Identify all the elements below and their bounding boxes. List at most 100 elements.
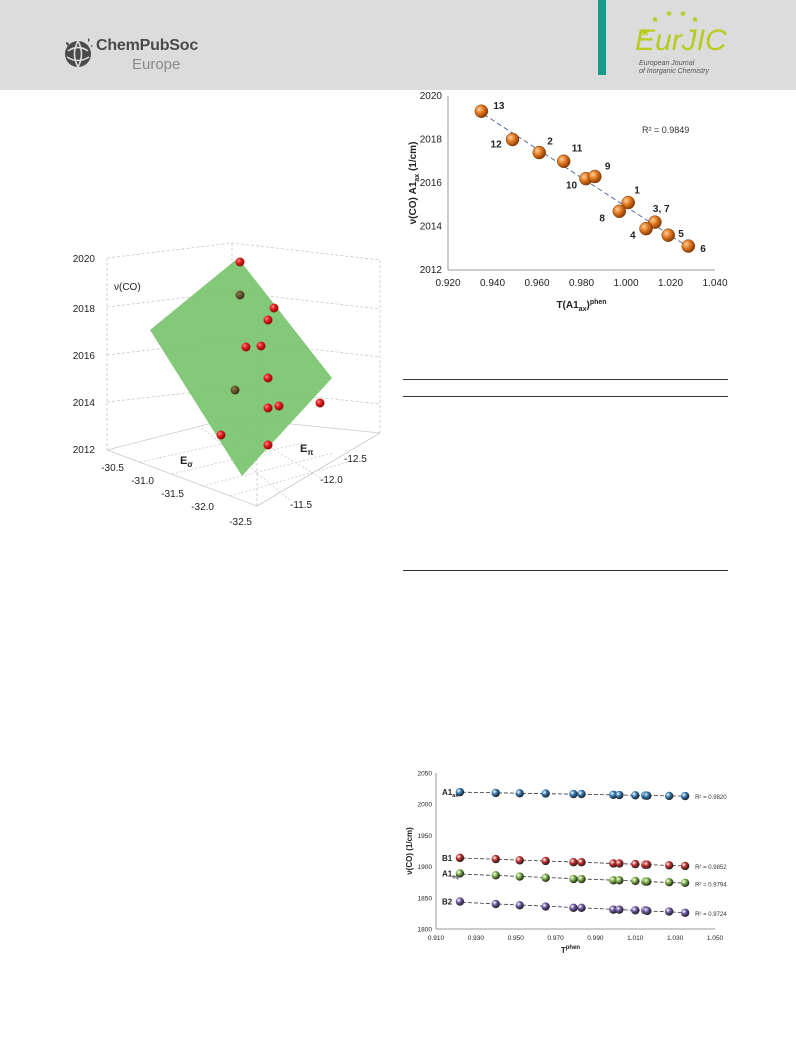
point-label: 9	[605, 161, 611, 172]
data-point	[609, 905, 618, 914]
data-point	[615, 790, 624, 800]
data-point	[256, 341, 266, 351]
y-axis-label-sub: π	[307, 448, 313, 457]
point-label: 1	[634, 186, 640, 197]
journal-title-a: Eur	[635, 24, 682, 57]
data-point	[577, 903, 586, 912]
y-tick-label: 2020	[420, 91, 443, 102]
x-tick: -30.5	[101, 463, 124, 474]
data-point	[569, 874, 578, 884]
point-label: 8	[599, 213, 605, 224]
y-axis-label: Eπ	[300, 443, 313, 457]
data-point	[216, 430, 226, 440]
data-points-3d	[216, 257, 325, 450]
y-ticks: -12.5 -12.0 -11.5	[290, 454, 367, 511]
journal-title: EurJIC	[635, 24, 727, 58]
x-axis-title: T(A1ax)phen	[556, 299, 606, 313]
data-point	[491, 788, 500, 798]
data-point	[615, 859, 624, 868]
star-arc-icon	[640, 10, 699, 36]
y-axis-title: ν(CO) (1/cm)	[405, 827, 414, 875]
x-tick-label: 0.920	[435, 278, 460, 289]
data-point	[455, 897, 465, 906]
point-label: 3, 7	[653, 204, 670, 215]
data-point	[241, 342, 251, 352]
y-tick-label: 2018	[420, 135, 443, 146]
data-point	[612, 204, 627, 219]
y-tick-label: 2050	[418, 771, 433, 778]
series-label: B1	[442, 854, 453, 863]
data-point	[664, 878, 674, 887]
x-tick-label: 0.980	[569, 278, 594, 289]
chempubsoc-logo: ChemPubSoc Europe	[62, 30, 212, 80]
z-axis-label: ν(CO)	[114, 282, 141, 293]
data-point	[621, 195, 635, 210]
journal-fullname-line1: European Journal	[639, 60, 695, 67]
z-tick: 2016	[73, 351, 96, 362]
data-point	[315, 398, 325, 408]
x-tick-label: 0.990	[587, 935, 604, 942]
data-point	[609, 790, 618, 799]
r2-annotation: R² = 0.9820	[695, 795, 727, 801]
y-tick-label: 1950	[418, 833, 433, 840]
data-point	[269, 303, 279, 313]
data-point	[235, 257, 245, 267]
data-point	[639, 221, 653, 236]
series-label: A1ax	[442, 788, 459, 799]
accent-bar	[598, 0, 606, 75]
data-point	[515, 789, 524, 798]
data-point	[263, 403, 273, 413]
journal-header: ChemPubSoc Europe EurJIC European Journa…	[0, 0, 796, 90]
y-axis-title: ν(CO) A1ax (1/cm)	[408, 142, 421, 225]
data-point	[474, 104, 489, 118]
data-point	[541, 789, 550, 798]
r2-annotation: R² = 0.9849	[642, 125, 689, 135]
x-tick-label: 1.040	[702, 278, 727, 289]
data-point	[455, 853, 465, 863]
data-point	[680, 861, 690, 871]
publisher-region: Europe	[132, 56, 181, 73]
figure-3d-plane: 2020 2018 2016 2014 2012 ν(CO) -30.5 -31…	[62, 238, 382, 538]
y-tick-label: 1900	[418, 864, 433, 871]
data-point	[609, 876, 618, 885]
data-point	[680, 791, 690, 801]
data-point	[541, 873, 550, 883]
x-axis-label-main: E	[180, 455, 187, 467]
data-point	[569, 858, 578, 867]
publisher-name: ChemPubSoc	[96, 37, 199, 54]
x-axis-label: Eσ	[180, 455, 193, 469]
journal-fullname-line2: of Inorganic Chemistry	[639, 68, 710, 75]
point-label: 13	[493, 101, 505, 112]
z-tick: 2012	[73, 445, 96, 456]
z-ticks: 2020 2018 2016 2014 2012	[73, 254, 96, 456]
regression-plane	[150, 258, 332, 476]
data-point	[235, 290, 245, 300]
y-tick-label: 2014	[420, 222, 443, 233]
data-point	[661, 228, 676, 242]
data-point	[505, 132, 520, 147]
data-point	[664, 907, 674, 916]
x-tick-label: 0.910	[428, 935, 445, 942]
x-axis-title: Tphen	[561, 945, 581, 955]
data-point	[680, 878, 690, 888]
data-point	[643, 791, 652, 800]
data-point	[532, 145, 546, 160]
data-point	[274, 401, 284, 411]
r2-annotation: R² = 0.9724	[695, 912, 727, 918]
data-point	[664, 861, 674, 870]
x-tick-label: 0.950	[508, 935, 525, 942]
x-tick: -32.5	[229, 517, 252, 528]
series-label: A1eq	[442, 869, 459, 880]
point-label: 6	[700, 244, 706, 255]
data-point	[631, 791, 640, 800]
table-bottom-rule	[403, 570, 728, 571]
data-point	[556, 154, 571, 168]
data-point	[588, 169, 602, 184]
table-top-rule	[403, 379, 728, 380]
data-point	[631, 859, 640, 869]
eurjic-logo: EurJIC European Journal of Inorganic Che…	[625, 6, 795, 86]
chart-a1ax-svg: 0.920 0.940 0.960 0.980 1.000 1.020 1.040 2012 2…	[408, 91, 728, 313]
data-point	[577, 789, 586, 799]
point-label: 10	[566, 181, 578, 192]
data-point	[664, 791, 674, 801]
